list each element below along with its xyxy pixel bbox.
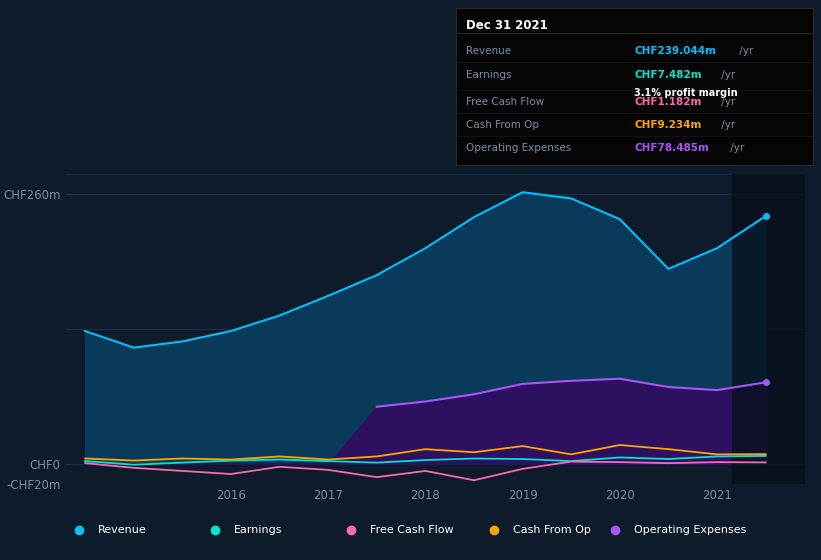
Text: /yr: /yr — [736, 46, 754, 56]
Text: Free Cash Flow: Free Cash Flow — [369, 525, 453, 535]
Text: Cash From Op: Cash From Op — [466, 120, 539, 130]
Text: Operating Expenses: Operating Expenses — [634, 525, 746, 535]
Text: CHF78.485m: CHF78.485m — [635, 143, 709, 153]
Text: Revenue: Revenue — [466, 46, 511, 56]
Text: Earnings: Earnings — [466, 70, 511, 80]
Text: Revenue: Revenue — [98, 525, 146, 535]
Bar — [732, 174, 805, 484]
Text: 3.1% profit margin: 3.1% profit margin — [635, 88, 738, 98]
Text: CHF1.182m: CHF1.182m — [635, 97, 702, 108]
Text: Earnings: Earnings — [234, 525, 282, 535]
Text: Dec 31 2021: Dec 31 2021 — [466, 20, 548, 32]
Text: Cash From Op: Cash From Op — [513, 525, 591, 535]
Text: /yr: /yr — [727, 143, 745, 153]
Text: CHF239.044m: CHF239.044m — [635, 46, 716, 56]
Text: /yr: /yr — [718, 97, 735, 108]
Text: CHF9.234m: CHF9.234m — [635, 120, 702, 130]
Text: Operating Expenses: Operating Expenses — [466, 143, 571, 153]
Text: /yr: /yr — [718, 70, 735, 80]
Text: /yr: /yr — [718, 120, 735, 130]
Text: CHF7.482m: CHF7.482m — [635, 70, 702, 80]
Text: Free Cash Flow: Free Cash Flow — [466, 97, 544, 108]
